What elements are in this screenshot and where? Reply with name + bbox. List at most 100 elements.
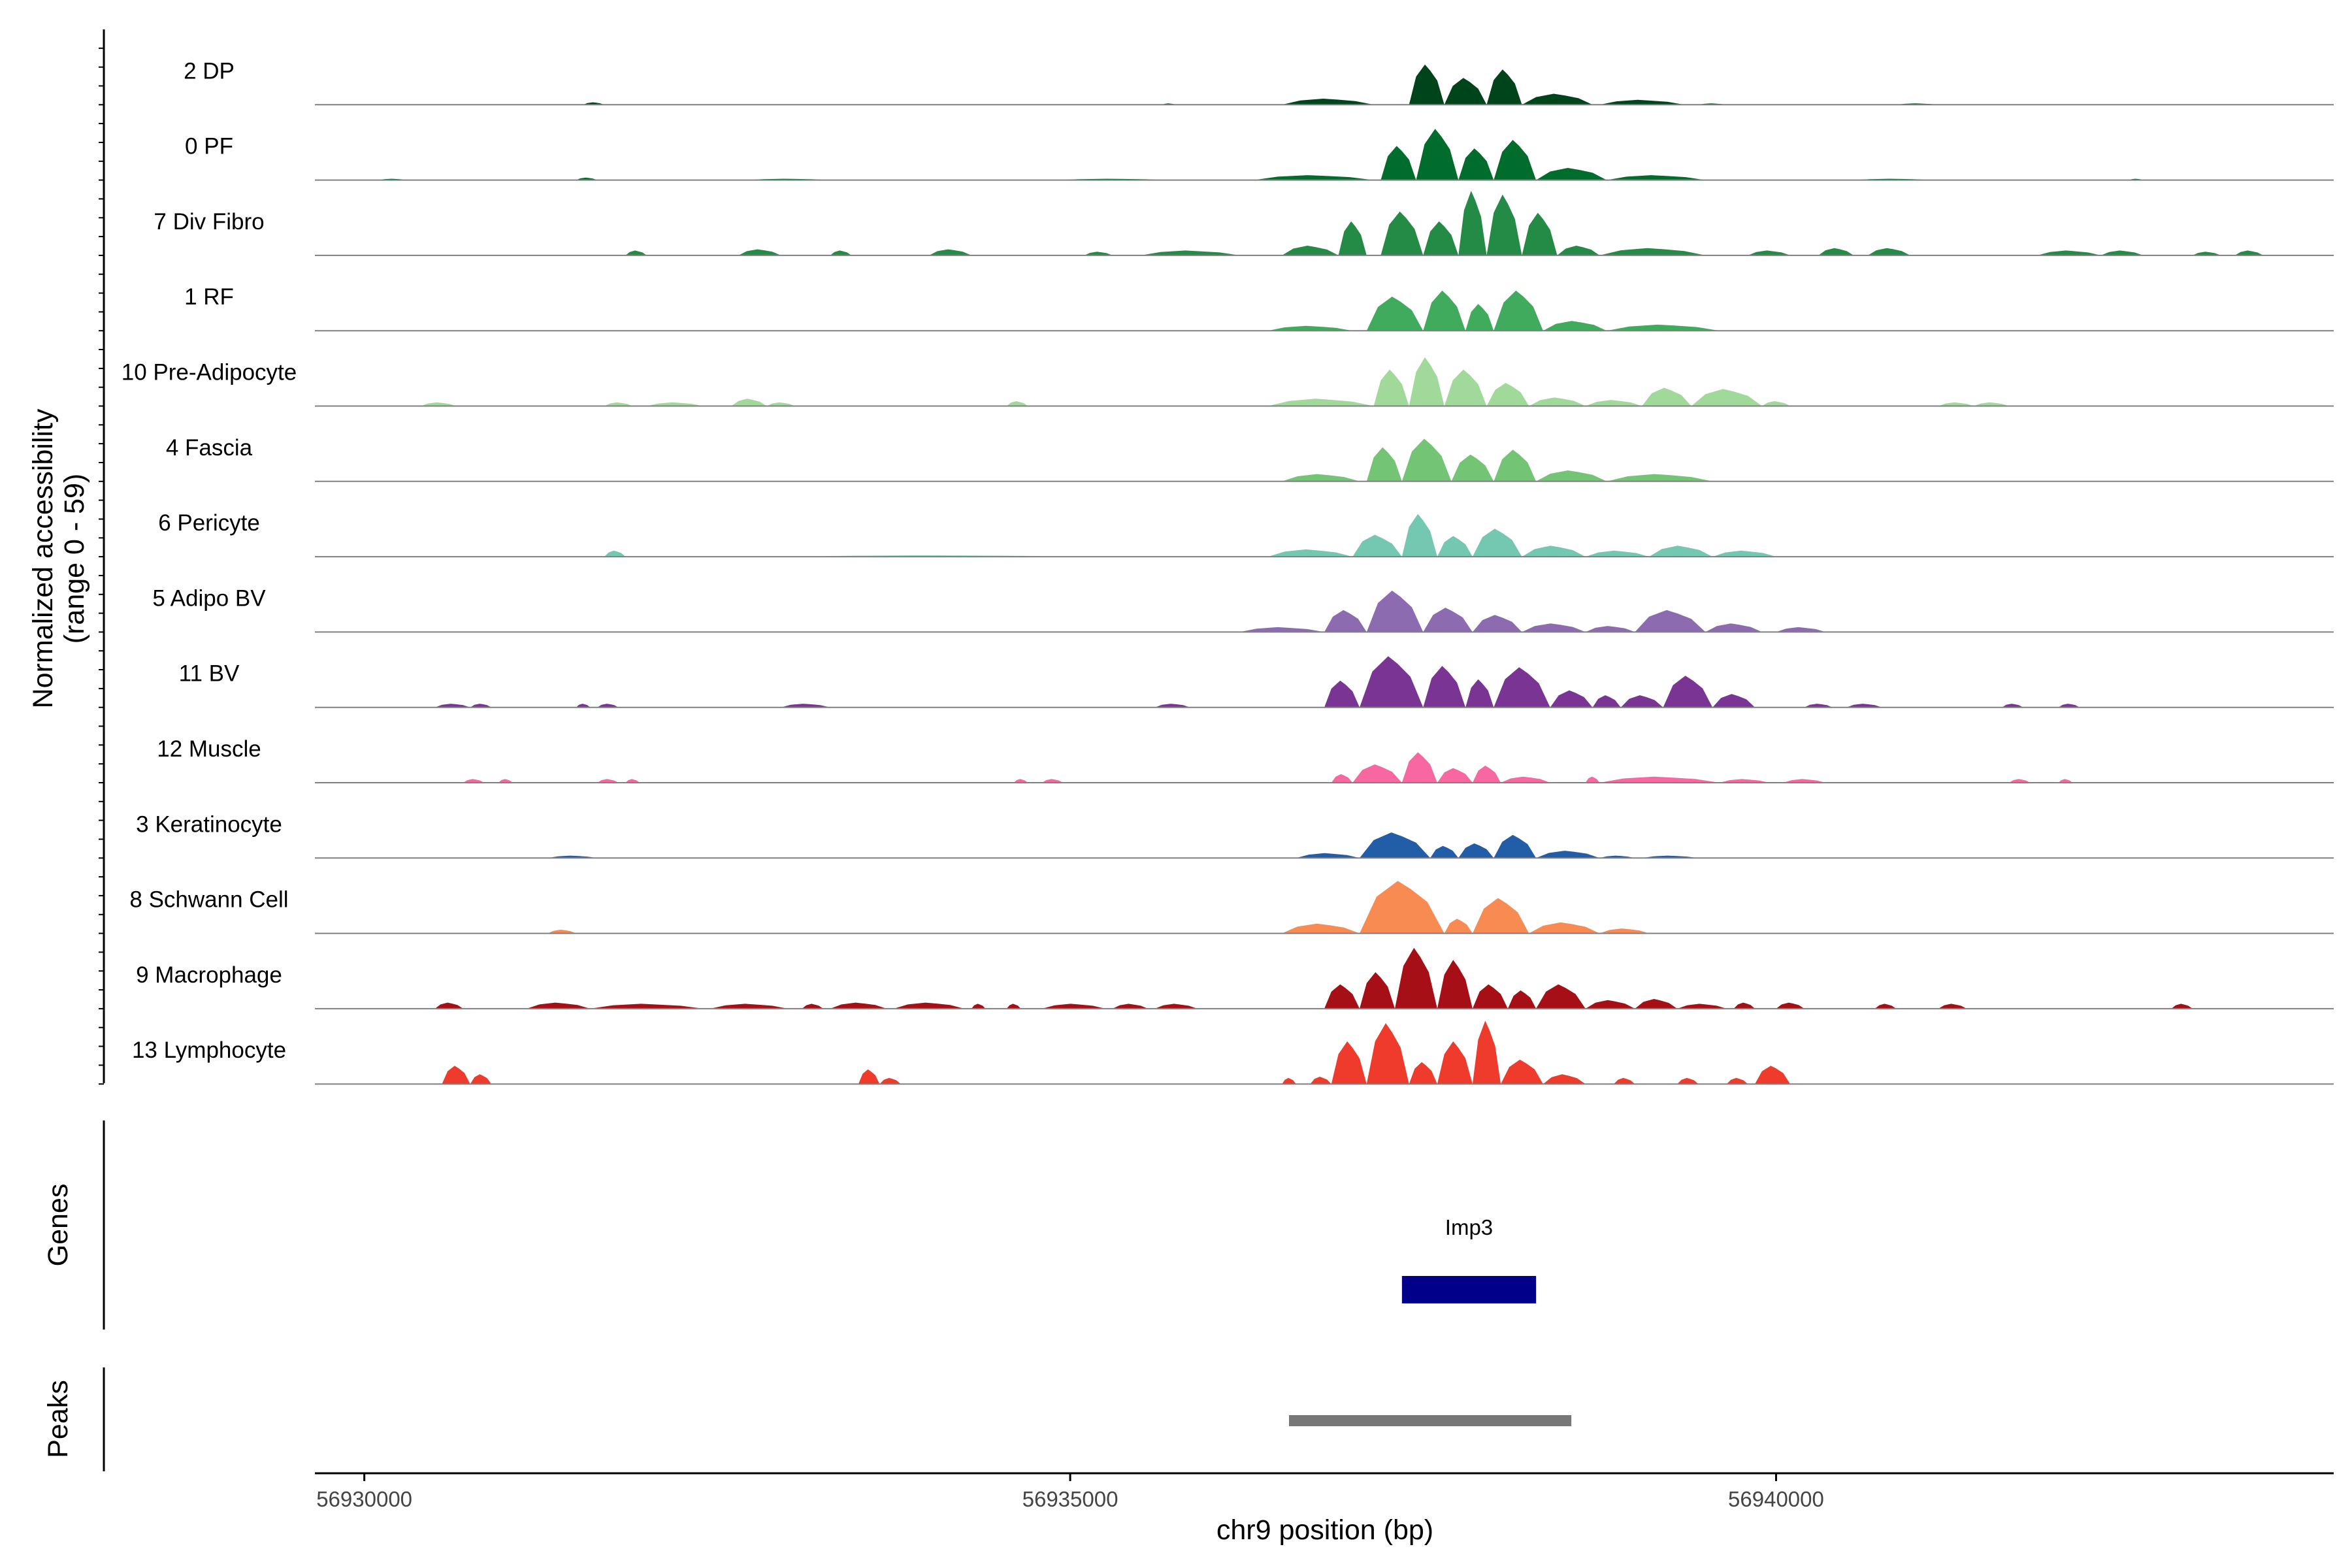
coverage-mark [1423, 221, 1459, 255]
coverage-mark [1444, 78, 1487, 105]
x-axis-ticks: 56930000 56935000 56940000 [316, 1473, 1824, 1511]
track-13-lymphocyte [315, 1021, 2334, 1085]
coverage-mark [1084, 252, 1113, 255]
coverage-mark [470, 704, 492, 708]
coverage-mark [1522, 546, 1586, 557]
coverage-mark [1282, 474, 1360, 482]
coverage-mark [1423, 666, 1466, 708]
coverage-mark [434, 704, 470, 708]
coverage-mark [442, 1066, 470, 1085]
coverage-mark [2192, 252, 2221, 255]
coverage-mark [2002, 704, 2023, 708]
y-axis-title-line1: Normalized accessibility [27, 408, 59, 708]
coverage-mark [1599, 248, 1706, 255]
coverage-mark [1437, 960, 1473, 1009]
coverage-mark [1726, 1077, 1748, 1085]
coverage-mark [604, 402, 633, 406]
coverage-mark [1536, 851, 1600, 858]
coverage-mark [1366, 1023, 1409, 1085]
track-label: 11 BV [179, 661, 240, 687]
coverage-mark [1494, 834, 1537, 858]
track-label: 12 Muscle [157, 736, 261, 762]
coverage-mark [434, 1002, 463, 1009]
coverage-mark [1585, 550, 1649, 557]
track-label: 7 Div Fibro [154, 209, 264, 235]
coverage-mark [2171, 1004, 2193, 1009]
coverage-mark [1006, 401, 1028, 406]
coverage-mark [1282, 246, 1339, 255]
coverage-mark [1267, 549, 1353, 557]
coverage-mark [1776, 1002, 1805, 1009]
coverage-mark [1494, 290, 1543, 331]
coverage-mark [1472, 615, 1522, 632]
coverage-mark [1536, 984, 1586, 1009]
coverage-mark [1437, 768, 1473, 783]
track-label: 0 PF [185, 134, 233, 159]
coverage-mark [1507, 990, 1537, 1009]
coverage-mark [830, 250, 852, 255]
coverage-mark [766, 402, 795, 406]
coverage-mark [527, 1002, 591, 1009]
coverage-mark [604, 550, 626, 557]
track-1-rf [315, 290, 2334, 332]
gene-label: Imp3 [1445, 1215, 1493, 1239]
genes-track-label: Genes [42, 1184, 74, 1267]
coverage-mark [879, 1077, 901, 1085]
coverage-mark [1677, 1004, 1727, 1009]
x-tick-label: 56940000 [1728, 1487, 1824, 1511]
y-axis-title-line2: (range 0 - 59) [59, 474, 90, 644]
coverage-mark [1395, 947, 1437, 1009]
coverage-mark [1282, 99, 1374, 105]
x-tick-label: 56935000 [1022, 1487, 1119, 1511]
coverage-mark [858, 1069, 880, 1085]
coverage-mark [1458, 843, 1494, 858]
coverage-mark [1599, 99, 1684, 105]
coverage-mark [1472, 1021, 1501, 1085]
coverage-mark [738, 249, 781, 255]
coverage-mark [1366, 591, 1424, 632]
track-label: 1 RF [184, 284, 234, 310]
coverage-mark [1635, 999, 1678, 1009]
track-0-pf [315, 129, 2334, 181]
coverage-mark [1494, 449, 1537, 482]
coverage-mark [1543, 1074, 1586, 1085]
coverage-mark [893, 1002, 964, 1009]
coverage-mark [1282, 1077, 1296, 1085]
coverage-mark [929, 249, 972, 255]
coverage-mark [1437, 1041, 1473, 1085]
track-label: 3 Keratinocyte [136, 811, 282, 837]
coverage-mark [1663, 676, 1713, 708]
coverage-mark [1112, 1004, 1148, 1009]
coverage-mark [1748, 250, 1791, 255]
coverage-mark [1401, 752, 1437, 783]
coverage-mark [2058, 704, 2080, 708]
coverage-mark [1006, 1004, 1021, 1009]
coverage-mark [1938, 402, 1974, 406]
track-9-macrophage [315, 947, 2334, 1009]
coverage-mark [1360, 656, 1424, 708]
peak-annotations [1288, 1415, 1572, 1426]
coverage-mark [1585, 1000, 1635, 1009]
coverage-mark [1536, 168, 1607, 180]
coverage-mark [1607, 474, 1713, 482]
coverage-mark [1592, 695, 1621, 708]
coverage-mark [1324, 984, 1360, 1009]
coverage-mark [1444, 919, 1473, 934]
coverage-mark [1818, 248, 1854, 255]
coverage-mark [1409, 64, 1445, 105]
coverage-mark [498, 779, 513, 783]
coverage-mark [1324, 680, 1360, 708]
coverage-mark [1465, 679, 1494, 708]
coverage-mark [1409, 357, 1445, 406]
coverage-mark [1846, 704, 1882, 708]
peak-bar [1288, 1415, 1572, 1426]
coverage-mark [1585, 400, 1642, 406]
coverage-mark [1013, 779, 1028, 783]
coverage-mark [1310, 1077, 1331, 1085]
coverage-mark [1874, 1004, 1897, 1009]
coverage-tracks [315, 64, 2334, 1085]
coverage-mark [1804, 704, 1833, 708]
coverage-mark [421, 402, 457, 406]
coverage-mark [1776, 627, 1826, 632]
coverage-mark [1614, 1077, 1635, 1085]
